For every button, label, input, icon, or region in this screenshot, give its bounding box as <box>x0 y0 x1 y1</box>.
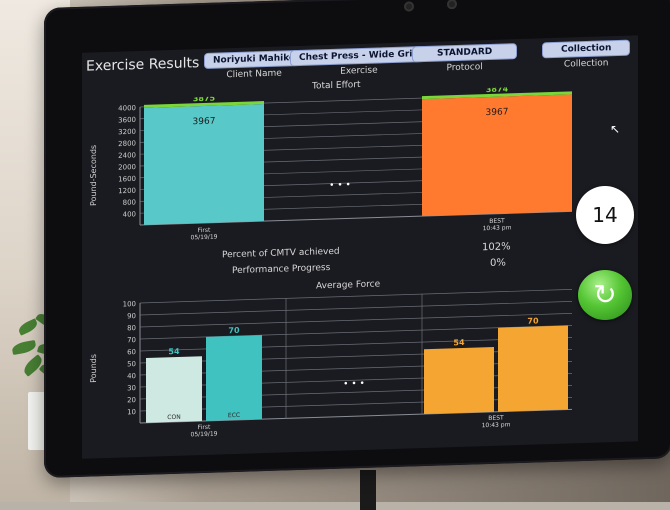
y-tick-label: 1600 <box>118 175 136 184</box>
gridline <box>140 289 572 304</box>
y-tick-label: 800 <box>123 199 136 207</box>
page-title: Exercise Results <box>86 55 200 75</box>
group-label: First <box>198 424 211 431</box>
cmtv-value: 102% <box>482 241 511 254</box>
screen: Exercise Results Noriyuki Mahiko Client … <box>82 35 638 459</box>
y-axis-label: Pound-Seconds <box>89 145 98 206</box>
bar-value-label: 3967 <box>193 117 216 128</box>
bar-sublabel: 10:43 pm <box>483 224 512 232</box>
gap-marker: • • • <box>329 180 351 191</box>
gap-marker: • • • <box>343 379 365 390</box>
y-tick-label: 4000 <box>118 104 136 113</box>
bar <box>424 347 494 415</box>
sensor-icon <box>447 0 457 10</box>
bar-value-label: 54 <box>453 338 465 347</box>
y-tick-label: 80 <box>127 324 136 332</box>
monitor: Exercise Results Noriyuki Mahiko Client … <box>44 0 670 478</box>
y-tick-label: 90 <box>127 312 136 320</box>
average-force-chart: Pounds 10 20 30 40 50 60 70 80 90 100 54 CON 70 ECC Fir… <box>89 289 572 439</box>
y-tick-label: 2800 <box>118 140 136 149</box>
collection-button[interactable]: Collection <box>542 39 631 59</box>
total-effort-title: Total Effort <box>312 80 361 92</box>
performance-progress-label: Performance Progress <box>232 263 331 277</box>
protocol-button[interactable]: STANDARD <box>412 43 518 63</box>
group-sublabel: 05/19/19 <box>191 431 218 439</box>
y-tick-label: 1200 <box>118 187 136 196</box>
series-label: CON <box>167 414 180 421</box>
set-count-badge[interactable]: 14 <box>576 186 634 244</box>
exercise-button[interactable]: Chest Press - Wide Grip <box>290 45 428 67</box>
monitor-stand <box>360 470 376 510</box>
bar <box>146 356 202 423</box>
y-tick-label: 70 <box>127 336 136 344</box>
y-tick-label: 40 <box>127 372 136 380</box>
cursor-icon: ↖ <box>610 121 621 137</box>
y-tick-label: 20 <box>127 396 136 404</box>
performance-progress-value: 0% <box>490 257 506 269</box>
group-label: BEST <box>488 415 504 422</box>
collection-caption: Collection <box>563 58 609 70</box>
y-tick-label: 60 <box>127 348 136 356</box>
client-name-caption: Client Name <box>226 68 282 81</box>
series-label: ECC <box>228 412 240 419</box>
group-sublabel: 10:43 pm <box>482 421 511 429</box>
bar-value-label: 70 <box>228 326 240 335</box>
protocol-caption: Protocol <box>446 62 483 74</box>
y-tick-label: 30 <box>127 384 136 392</box>
camera-icon <box>404 1 414 12</box>
collection-field[interactable]: Collection Collection <box>542 39 631 71</box>
y-tick-label: 2400 <box>118 151 136 160</box>
y-tick-label: 400 <box>123 210 136 218</box>
target-label: 3875 <box>193 94 216 104</box>
exercise-caption: Exercise <box>340 65 378 77</box>
bar-value-label: 3967 <box>486 107 509 118</box>
bar-value-label: 54 <box>168 347 180 356</box>
total-effort-chart: Pound-Seconds 400 800 1200 1600 2000 2400 2800 3… <box>89 85 572 242</box>
gridline <box>140 313 572 328</box>
bar <box>498 325 568 412</box>
target-label: 3874 <box>486 85 509 94</box>
y-tick-label: 3200 <box>118 128 136 137</box>
exercise-field[interactable]: Chest Press - Wide Grip Exercise <box>290 45 428 78</box>
bar <box>144 104 264 225</box>
gridline <box>140 301 572 316</box>
bar-category-label: BEST <box>489 218 505 225</box>
protocol-field[interactable]: STANDARD Protocol <box>412 43 518 74</box>
y-tick-label: 100 <box>123 300 136 308</box>
bar-category-label: First <box>198 227 211 234</box>
bar-value-label: 70 <box>527 316 539 325</box>
y-tick-label: 10 <box>127 408 136 416</box>
bar <box>206 335 262 421</box>
y-axis-label: Pounds <box>89 354 98 383</box>
bar <box>422 94 572 217</box>
target-marker <box>144 101 264 108</box>
target-marker <box>422 91 572 100</box>
bar-sublabel: 05/19/19 <box>191 234 218 242</box>
y-tick-label: 3600 <box>118 116 136 125</box>
refresh-icon[interactable]: ↻ <box>578 270 632 320</box>
y-tick-label: 2000 <box>118 163 136 172</box>
y-tick-label: 50 <box>127 360 136 368</box>
